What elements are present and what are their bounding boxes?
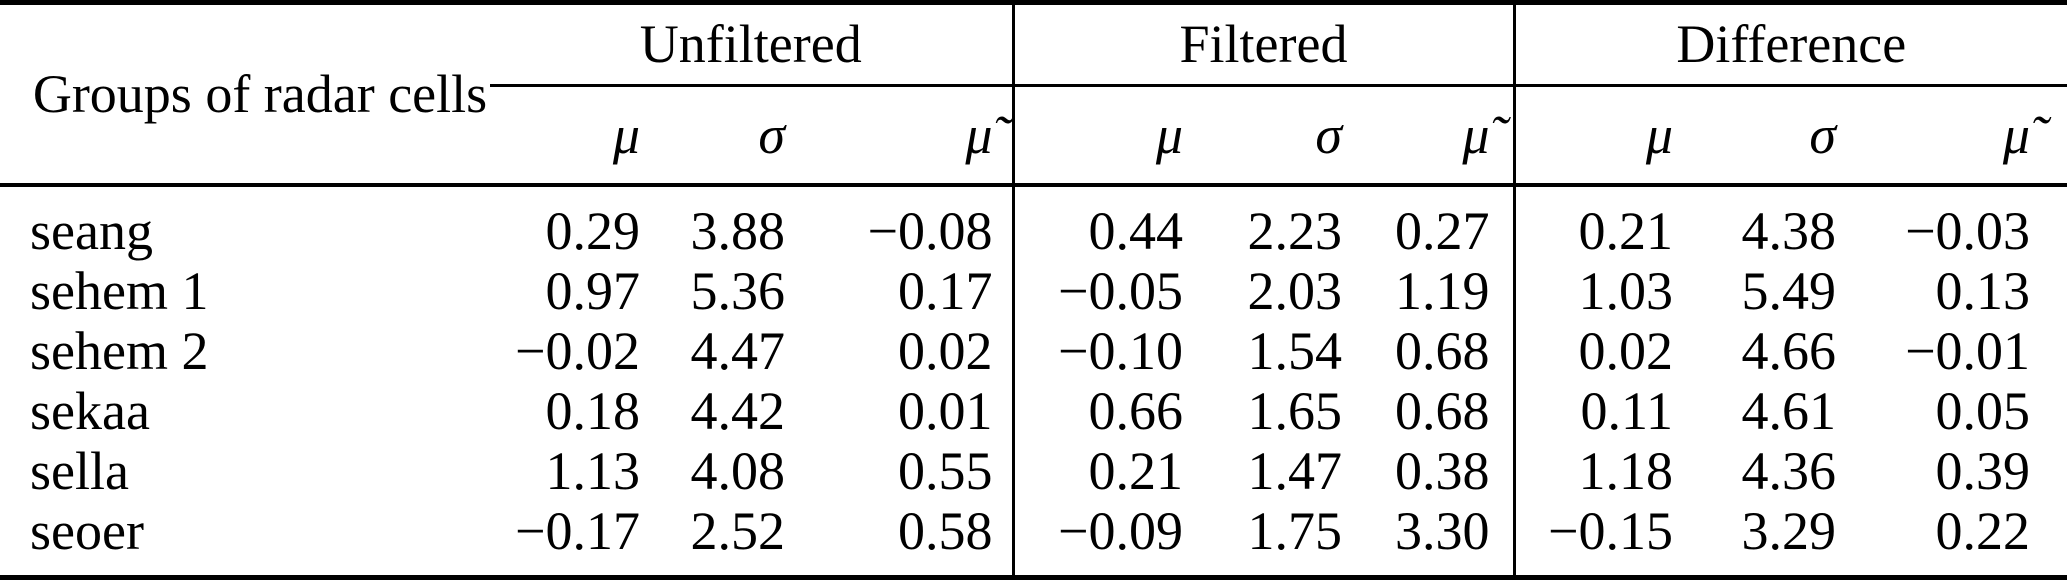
table-row-seang: seang 0.29 3.88 −0.08 0.44 2.23 0.27 0.2… bbox=[0, 185, 2067, 261]
row-label: sella bbox=[30, 441, 129, 501]
header-unfiltered-mu-tilde: μ̃ bbox=[795, 85, 1015, 187]
cell-difference-mu: −0.15 bbox=[1514, 501, 1684, 580]
cell-filtered-mu: 0.44 bbox=[1088, 201, 1184, 261]
cell-filtered-mu: −0.10 bbox=[1058, 321, 1183, 381]
cell-filtered-sigma: 1.54 bbox=[1247, 321, 1343, 381]
cell-unfiltered-sigma: 4.08 bbox=[690, 441, 786, 501]
cell-difference-mu: 0.11 bbox=[1580, 381, 1674, 441]
table-row-sehem-2: sehem 2 −0.02 4.47 0.02 −0.10 1.54 0.68 … bbox=[0, 321, 2067, 381]
cell-difference-mu-tilde: 0.39 bbox=[1935, 441, 2031, 501]
cell-unfiltered-mu: −0.02 bbox=[515, 321, 640, 381]
cell-difference-mu-tilde: −0.01 bbox=[1905, 321, 2031, 381]
cell-difference-mu: 1.18 bbox=[1578, 441, 1674, 501]
row-label: sehem 1 bbox=[30, 261, 209, 321]
cell-unfiltered-mu-tilde: 0.17 bbox=[795, 261, 1015, 321]
cell-filtered-mu-tilde: 1.19 bbox=[1352, 261, 1516, 321]
row-label: seoer bbox=[0, 501, 490, 580]
table-row-sehem-1: sehem 1 0.97 5.36 0.17 −0.05 2.03 1.19 1… bbox=[0, 261, 2067, 321]
header-difference-mu-tilde: μ̃ bbox=[1846, 85, 2067, 187]
table-row-seoer: seoer −0.17 2.52 0.58 −0.09 1.75 3.30 −0… bbox=[0, 501, 2067, 580]
cell-unfiltered-sigma: 5.36 bbox=[690, 261, 786, 321]
header-filtered-mu-tilde: μ̃ bbox=[1352, 85, 1516, 187]
header-unfiltered-sigma: σ bbox=[650, 85, 795, 187]
cell-filtered-mu-tilde: 0.38 bbox=[1352, 441, 1516, 501]
cell-difference-sigma: 3.29 bbox=[1683, 501, 1847, 580]
cell-difference-mu-tilde: 0.13 bbox=[1935, 261, 2031, 321]
table-row-sella: sella 1.13 4.08 0.55 0.21 1.47 0.38 1.18… bbox=[0, 441, 2067, 501]
header-unfiltered-mu: μ bbox=[490, 85, 650, 187]
cell-filtered-mu: 0.21 bbox=[1088, 441, 1184, 501]
corner-header-groups-of-radar-cells: Groups of radar cells bbox=[0, 2, 490, 187]
cell-filtered-mu: −0.09 bbox=[1013, 501, 1193, 580]
cell-difference-mu: 0.21 bbox=[1578, 201, 1674, 261]
cell-difference-mu-tilde: −0.03 bbox=[1905, 201, 2031, 261]
cell-unfiltered-mu-tilde: 0.02 bbox=[795, 321, 1015, 381]
cell-difference-sigma: 4.38 bbox=[1741, 201, 1837, 261]
cell-unfiltered-mu: −0.17 bbox=[490, 501, 650, 580]
cell-difference-sigma: 4.66 bbox=[1741, 321, 1837, 381]
cell-unfiltered-mu-tilde: 0.55 bbox=[795, 441, 1015, 501]
cell-filtered-sigma: 2.03 bbox=[1247, 261, 1343, 321]
cell-filtered-mu: 0.66 bbox=[1088, 381, 1184, 441]
cell-difference-sigma: 4.61 bbox=[1741, 381, 1837, 441]
table-row-sekaa: sekaa 0.18 4.42 0.01 0.66 1.65 0.68 0.11… bbox=[0, 381, 2067, 441]
cell-filtered-mu-tilde: 0.27 bbox=[1352, 185, 1516, 261]
cell-difference-sigma: 4.36 bbox=[1741, 441, 1837, 501]
cell-unfiltered-sigma: 4.47 bbox=[690, 321, 786, 381]
cell-unfiltered-mu: 0.29 bbox=[545, 201, 641, 261]
row-label: sehem 2 bbox=[30, 321, 209, 381]
cell-filtered-mu-tilde: 0.68 bbox=[1352, 321, 1516, 381]
cell-unfiltered-sigma: 2.52 bbox=[650, 501, 795, 580]
row-label: sekaa bbox=[30, 381, 150, 441]
cell-difference-mu: 1.03 bbox=[1578, 261, 1674, 321]
group-header-row: Groups of radar cells Unfiltered Filtere… bbox=[0, 2, 2067, 187]
cell-filtered-sigma: 2.23 bbox=[1247, 201, 1343, 261]
cell-filtered-mu-tilde: 0.68 bbox=[1352, 381, 1516, 441]
cell-unfiltered-sigma: 3.88 bbox=[690, 201, 786, 261]
header-filtered-sigma: σ bbox=[1193, 85, 1352, 187]
cell-unfiltered-sigma: 4.42 bbox=[690, 381, 786, 441]
cell-filtered-sigma: 1.47 bbox=[1247, 441, 1343, 501]
cell-unfiltered-mu: 0.97 bbox=[545, 261, 641, 321]
header-difference-mu: μ bbox=[1514, 85, 1684, 187]
row-label: seang bbox=[30, 201, 153, 261]
cell-filtered-mu: −0.05 bbox=[1058, 261, 1183, 321]
group-header-unfiltered: Unfiltered bbox=[490, 2, 1015, 87]
group-header-difference: Difference bbox=[1514, 2, 2067, 87]
cell-difference-mu: 0.02 bbox=[1578, 321, 1674, 381]
cell-filtered-sigma: 1.65 bbox=[1247, 381, 1343, 441]
cell-unfiltered-mu-tilde: 0.01 bbox=[795, 381, 1015, 441]
cell-difference-sigma: 5.49 bbox=[1741, 261, 1837, 321]
cell-unfiltered-mu: 1.13 bbox=[545, 441, 641, 501]
group-header-filtered: Filtered bbox=[1013, 2, 1516, 87]
cell-difference-mu-tilde: 0.22 bbox=[1846, 501, 2067, 580]
cell-filtered-mu-tilde: 3.30 bbox=[1352, 501, 1516, 580]
cell-difference-mu-tilde: 0.05 bbox=[1935, 381, 2031, 441]
cell-unfiltered-mu-tilde: −0.08 bbox=[795, 185, 1015, 261]
header-filtered-mu: μ bbox=[1013, 85, 1193, 187]
header-difference-sigma: σ bbox=[1683, 85, 1847, 187]
cell-unfiltered-mu-tilde: 0.58 bbox=[795, 501, 1015, 580]
cell-filtered-sigma: 1.75 bbox=[1193, 501, 1352, 580]
stat-header-row: μ σ μ̃ μ σ μ̃ μ σ μ̃ bbox=[0, 85, 2067, 187]
cell-unfiltered-mu: 0.18 bbox=[545, 381, 641, 441]
